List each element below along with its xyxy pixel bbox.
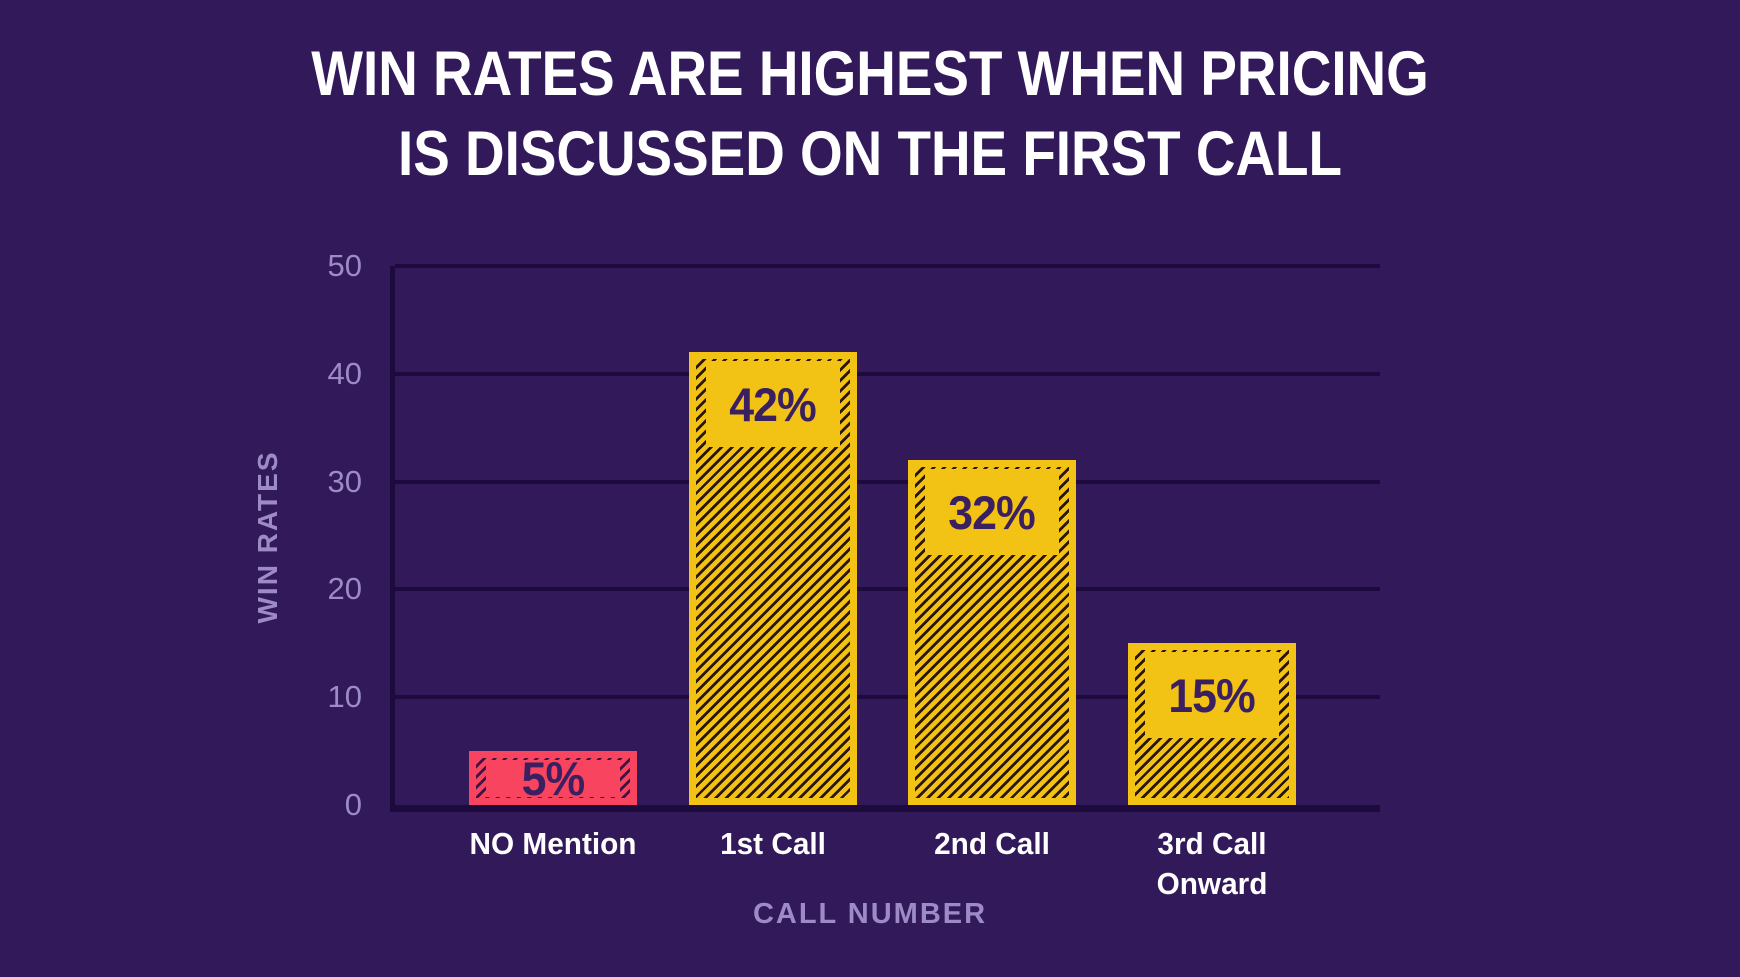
bar: 5% <box>469 751 637 805</box>
bar: 15% <box>1127 643 1296 805</box>
y-tick-label: 20 <box>327 571 362 607</box>
bar-value-label: 42% <box>729 377 816 431</box>
y-tick-label: 30 <box>327 463 362 499</box>
gridline <box>395 264 1380 268</box>
bar: 42% <box>688 352 857 805</box>
x-axis-title: CALL NUMBER <box>752 898 988 930</box>
bar-value-label: 32% <box>948 485 1036 539</box>
y-tick-label: 50 <box>327 248 362 283</box>
x-category-label: 3rd Call Onward <box>1156 826 1267 901</box>
y-tick-label: 0 <box>344 787 362 822</box>
bar-value-label-box: 15% <box>1144 652 1279 739</box>
y-tick-label: 40 <box>327 355 362 391</box>
x-category-label: NO Mention <box>469 826 637 861</box>
gridline <box>395 371 1380 376</box>
bar-value-label-box: 5% <box>486 752 620 805</box>
x-category-label: 1st Call <box>719 826 826 861</box>
gridline <box>395 587 1380 592</box>
plot-area: 5% 42% 32% 15% <box>390 264 1380 812</box>
x-category-label: 2nd Call <box>934 826 1050 861</box>
gridline <box>395 695 1380 700</box>
bar-value-label-box: 32% <box>925 469 1059 556</box>
gridline <box>395 479 1380 484</box>
bar: 32% <box>908 460 1076 805</box>
bar-value-label-box: 42% <box>705 361 840 448</box>
chart-title: WIN RATES ARE HIGHEST WHEN PRICING IS DI… <box>311 39 1429 189</box>
bar-value-label: 15% <box>1168 668 1255 722</box>
bar-value-label: 5% <box>521 752 586 806</box>
y-tick-label: 10 <box>327 679 362 715</box>
